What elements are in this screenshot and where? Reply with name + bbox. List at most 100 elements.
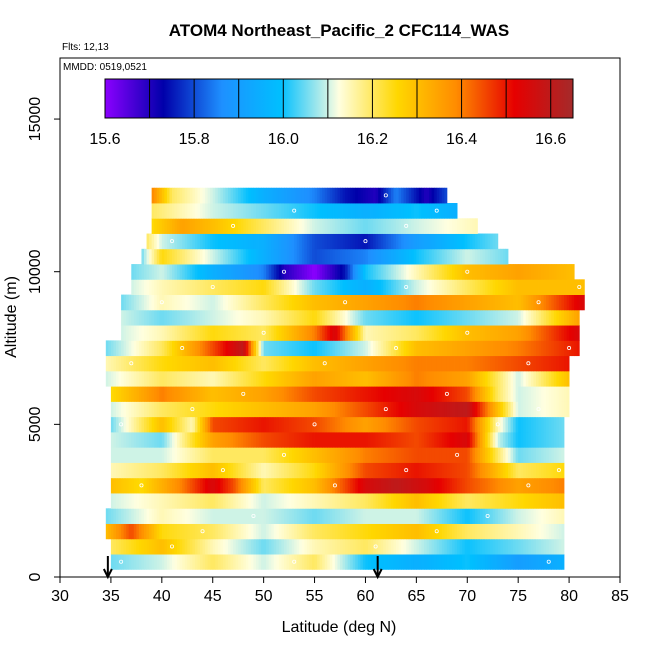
- heatmap-cell: [378, 431, 382, 448]
- heatmap-cell: [138, 294, 142, 311]
- heatmap-cell: [553, 538, 557, 555]
- heatmap-cell: [238, 554, 242, 570]
- heatmap-cell: [184, 554, 188, 570]
- heatmap-cell: [197, 294, 201, 311]
- heatmap-cell: [217, 431, 221, 448]
- heatmap-cell: [200, 493, 203, 509]
- heatmap-cell: [500, 538, 504, 555]
- heatmap-cell: [523, 355, 527, 372]
- heatmap-cell: [403, 233, 407, 250]
- heatmap-cell: [525, 309, 529, 326]
- heatmap-cell: [510, 416, 514, 433]
- heatmap-cell: [530, 538, 534, 555]
- heatmap-cell: [457, 309, 461, 326]
- heatmap-cell: [189, 370, 193, 387]
- heatmap-cell: [558, 386, 562, 402]
- heatmap-cell: [172, 447, 175, 463]
- heatmap-cell: [482, 386, 486, 402]
- heatmap-cell: [467, 401, 471, 418]
- heatmap-cell: [301, 294, 305, 311]
- heatmap-cell: [258, 264, 262, 280]
- heatmap-cell: [436, 340, 440, 357]
- heatmap-cell: [154, 462, 158, 479]
- heatmap-cell: [136, 264, 140, 280]
- heatmap-cell: [182, 447, 186, 463]
- sample-point: [210, 284, 215, 289]
- heatmap-cell: [357, 431, 361, 448]
- heatmap-cell: [215, 294, 219, 311]
- heatmap-cell: [383, 554, 387, 570]
- heatmap-cell: [418, 279, 422, 296]
- heatmap-cell: [164, 462, 168, 479]
- heatmap-cell: [177, 325, 181, 341]
- sample-point: [139, 483, 144, 488]
- heatmap-cell: [205, 294, 209, 311]
- heatmap-cell: [508, 401, 511, 418]
- heatmap-cell: [324, 508, 328, 524]
- heatmap-cell: [220, 325, 224, 341]
- heatmap-cell: [314, 187, 318, 204]
- heatmap-cell: [289, 523, 293, 540]
- heatmap-cell: [469, 416, 473, 433]
- heatmap-cell: [365, 355, 369, 372]
- heatmap-cell: [390, 187, 394, 204]
- heatmap-cell: [505, 294, 509, 311]
- heatmap-cell: [401, 386, 405, 402]
- heatmap-cell: [161, 233, 165, 250]
- heatmap-cell: [431, 309, 435, 326]
- heatmap-cell: [477, 386, 481, 402]
- heatmap-cell: [411, 264, 415, 280]
- heatmap-cell: [317, 462, 321, 479]
- heatmap-cell: [235, 218, 239, 234]
- heatmap-cell: [205, 523, 209, 540]
- heatmap-cell: [286, 416, 290, 433]
- heatmap-cell: [243, 264, 247, 280]
- heatmap-cell: [513, 416, 517, 433]
- heatmap-cell: [518, 401, 522, 418]
- heatmap-cell: [533, 340, 537, 357]
- heatmap-cell: [337, 431, 341, 448]
- heatmap-cell: [541, 508, 545, 524]
- heatmap-cell: [373, 508, 377, 524]
- heatmap-cell: [574, 325, 578, 341]
- heatmap-cell: [266, 416, 270, 433]
- heatmap-cell: [337, 523, 341, 540]
- heatmap-cell: [118, 538, 122, 555]
- heatmap-cell: [431, 523, 435, 540]
- heatmap-cell: [228, 355, 231, 372]
- heatmap-cell: [365, 538, 369, 555]
- heatmap-cell: [467, 218, 471, 234]
- heatmap-cell: [546, 325, 550, 341]
- heatmap-cell: [551, 401, 555, 418]
- heatmap-cell: [151, 203, 155, 219]
- heatmap-cell: [342, 309, 346, 326]
- heatmap-cell: [151, 508, 155, 524]
- heatmap-cell: [253, 264, 257, 280]
- heatmap-cell: [368, 355, 371, 372]
- heatmap-cell: [452, 523, 455, 540]
- heatmap-cell: [235, 401, 239, 418]
- heatmap-cell: [558, 523, 562, 540]
- heatmap-cell: [159, 538, 163, 555]
- heatmap-cell: [334, 447, 338, 463]
- heatmap-cell: [322, 309, 326, 326]
- heatmap-cell: [515, 264, 519, 280]
- heatmap-cell: [161, 218, 165, 234]
- heatmap-cell: [230, 233, 234, 250]
- heatmap-cell: [281, 340, 285, 357]
- heatmap-cell: [457, 294, 461, 311]
- heatmap-cell: [332, 538, 336, 555]
- heatmap-cell: [457, 233, 461, 250]
- heatmap-cell: [385, 203, 389, 219]
- heatmap-cell: [126, 355, 130, 372]
- heatmap-cell: [446, 462, 450, 479]
- heatmap-cell: [368, 493, 371, 509]
- heatmap-cell: [551, 538, 555, 555]
- heatmap-cell: [192, 523, 196, 540]
- heatmap-cell: [309, 279, 313, 296]
- heatmap-cell: [192, 340, 196, 357]
- heatmap-cell: [197, 340, 201, 357]
- heatmap-cell: [401, 340, 405, 357]
- heatmap-cell: [245, 386, 249, 402]
- heatmap-cell: [240, 233, 244, 250]
